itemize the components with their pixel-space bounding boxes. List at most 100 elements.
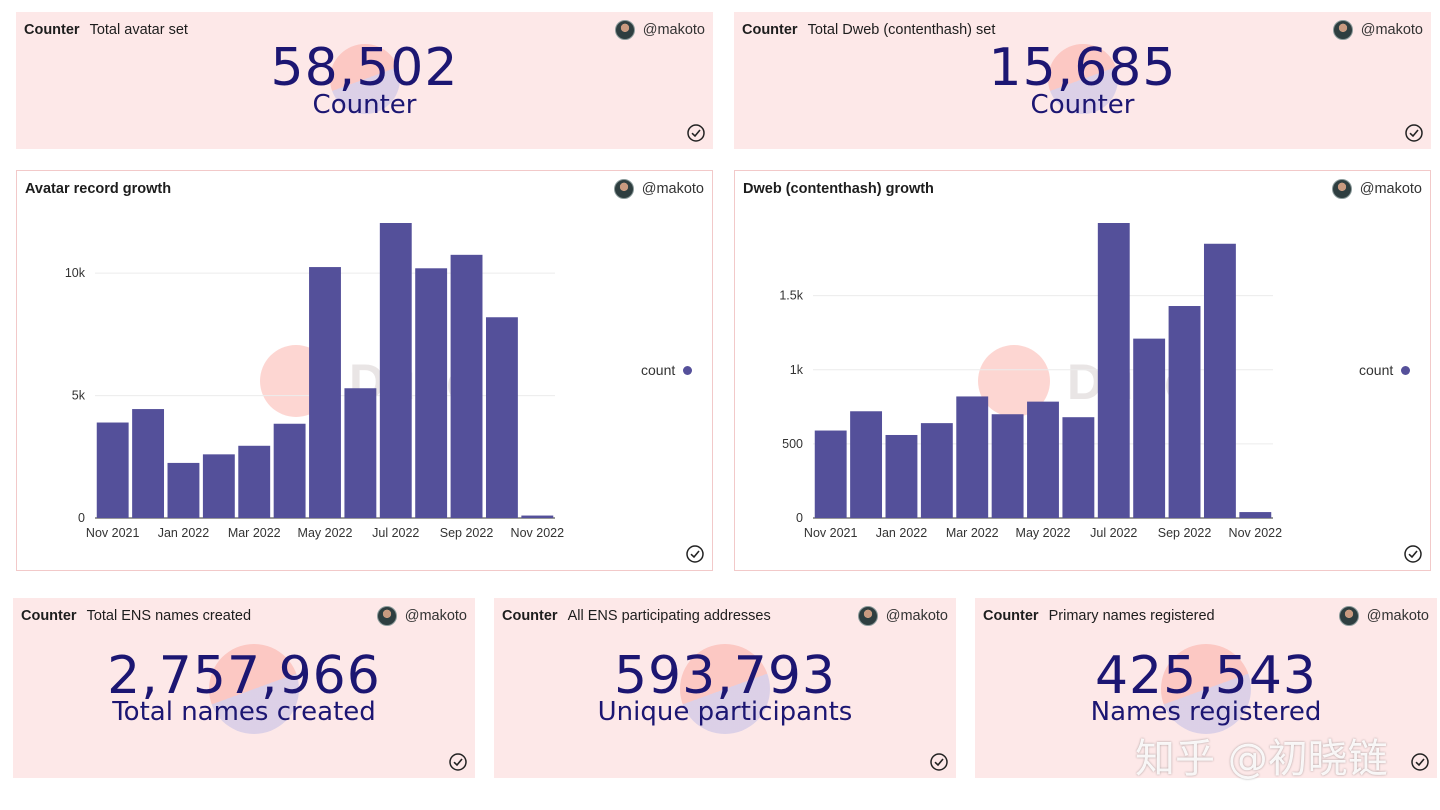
avatar [1338, 606, 1359, 626]
chart-card-avatar-growth[interactable]: Avatar record growth @makoto Dune05k10kN… [16, 170, 713, 571]
x-tick-label: May 2022 [1016, 526, 1071, 540]
bar[interactable] [1097, 223, 1130, 518]
y-tick-label: 0 [796, 511, 803, 525]
counter-label-block: Unique participants [494, 699, 956, 725]
check-circle-icon[interactable] [686, 545, 704, 563]
counter-label-block: Names registered [975, 699, 1437, 725]
check-circle-icon[interactable] [1411, 753, 1429, 771]
author-link[interactable]: @makoto [1331, 179, 1422, 199]
author-name: @makoto [642, 22, 705, 38]
bar[interactable] [850, 411, 883, 518]
y-tick-label: 5k [72, 389, 86, 403]
x-tick-label: Jan 2022 [158, 526, 209, 540]
legend-label: count [641, 362, 676, 378]
bar[interactable] [1062, 417, 1095, 518]
counter-label-block: Counter [734, 92, 1431, 118]
y-tick-label: 1.5k [779, 289, 803, 303]
x-tick-label: May 2022 [298, 526, 353, 540]
counter-label: Unique participants [597, 697, 853, 727]
x-tick-label: Nov 2021 [86, 526, 140, 540]
check-circle-icon[interactable] [449, 753, 467, 771]
counter-value-block: 425,543 [975, 650, 1437, 702]
bar[interactable] [885, 434, 918, 518]
bar[interactable] [273, 423, 306, 518]
author-name: @makoto [404, 608, 467, 624]
counter-card-names-created[interactable]: Counter Total ENS names created @makoto 2… [13, 598, 475, 778]
author-name: @makoto [1359, 181, 1422, 197]
bar[interactable] [450, 254, 483, 518]
author-link[interactable]: @makoto [857, 606, 948, 626]
chart-card-dweb-growth[interactable]: Dweb (contenthash) growth @makoto Dune05… [734, 170, 1431, 571]
bar[interactable] [132, 409, 165, 518]
x-tick-label: Mar 2022 [946, 526, 999, 540]
bar[interactable] [521, 515, 554, 518]
bar[interactable] [1239, 512, 1272, 518]
author-link[interactable]: @makoto [376, 606, 467, 626]
counter-value: 425,543 [1094, 646, 1318, 706]
card-header: Counter Primary names registered [983, 608, 1215, 624]
counter-value: 15,685 [988, 38, 1177, 98]
bar[interactable] [1027, 401, 1059, 518]
author-name: @makoto [1366, 608, 1429, 624]
site-watermark: 知乎 @初晓链 [1135, 736, 1388, 782]
card-kind-label: Counter [983, 608, 1039, 624]
bar[interactable] [485, 317, 518, 518]
counter-value-block: 2,757,966 [13, 650, 475, 702]
bar[interactable] [1133, 338, 1166, 518]
x-tick-label: Nov 2022 [511, 526, 565, 540]
bar[interactable] [167, 462, 200, 518]
check-circle-icon[interactable] [687, 124, 705, 142]
bar[interactable] [956, 396, 989, 518]
counter-card-primary-names[interactable]: Counter Primary names registered @makoto … [975, 598, 1437, 778]
bar[interactable] [309, 267, 341, 518]
chart-legend[interactable]: count [641, 362, 693, 378]
bar[interactable] [1168, 306, 1201, 518]
counter-label: Names registered [1090, 697, 1322, 727]
avatar [376, 606, 397, 626]
bar[interactable] [379, 223, 412, 518]
counter-value-block: 593,793 [494, 650, 956, 702]
counter-value: 58,502 [270, 38, 459, 98]
author-link[interactable]: @makoto [613, 179, 704, 199]
counter-card-avatar[interactable]: Counter Total avatar set @makoto 58,502 C… [16, 12, 713, 149]
card-title: Total avatar set [89, 22, 188, 38]
author-link[interactable]: @makoto [1332, 20, 1423, 40]
avatar [1332, 20, 1353, 40]
bar[interactable] [96, 422, 129, 518]
counter-label: Counter [1030, 90, 1135, 120]
card-title: Primary names registered [1048, 608, 1215, 624]
x-tick-label: Jul 2022 [1090, 526, 1137, 540]
counter-card-dweb[interactable]: Counter Total Dweb (contenthash) set @mak… [734, 12, 1431, 149]
bar[interactable] [1203, 243, 1236, 518]
bar[interactable] [415, 268, 448, 518]
chart-title: Avatar record growth [25, 181, 172, 197]
author-name: @makoto [885, 608, 948, 624]
chart-title: Dweb (contenthash) growth [743, 181, 934, 197]
bar[interactable] [814, 430, 847, 518]
dune-logo-watermark [1048, 44, 1118, 114]
bar[interactable] [202, 454, 235, 518]
dune-logo-circle [978, 345, 1050, 417]
legend-dot [683, 365, 693, 375]
chart-legend[interactable]: count [1359, 362, 1411, 378]
counter-card-participants[interactable]: Counter All ENS participating addresses @… [494, 598, 956, 778]
avatar [857, 606, 878, 626]
bar[interactable] [238, 445, 271, 518]
legend-dot [1401, 365, 1411, 375]
bar[interactable] [991, 414, 1024, 518]
check-circle-icon[interactable] [1405, 124, 1423, 142]
legend-label: count [1359, 362, 1394, 378]
author-link[interactable]: @makoto [614, 20, 705, 40]
bar[interactable] [344, 388, 377, 518]
bar[interactable] [920, 423, 953, 518]
card-title: Total ENS names created [86, 608, 252, 624]
author-link[interactable]: @makoto [1338, 606, 1429, 626]
card-title: Total Dweb (contenthash) set [807, 22, 996, 38]
x-tick-label: Sep 2022 [1158, 526, 1212, 540]
check-circle-icon[interactable] [1404, 545, 1422, 563]
counter-label-block: Counter [16, 92, 713, 118]
check-circle-icon[interactable] [930, 753, 948, 771]
dune-logo-watermark [1161, 644, 1251, 734]
